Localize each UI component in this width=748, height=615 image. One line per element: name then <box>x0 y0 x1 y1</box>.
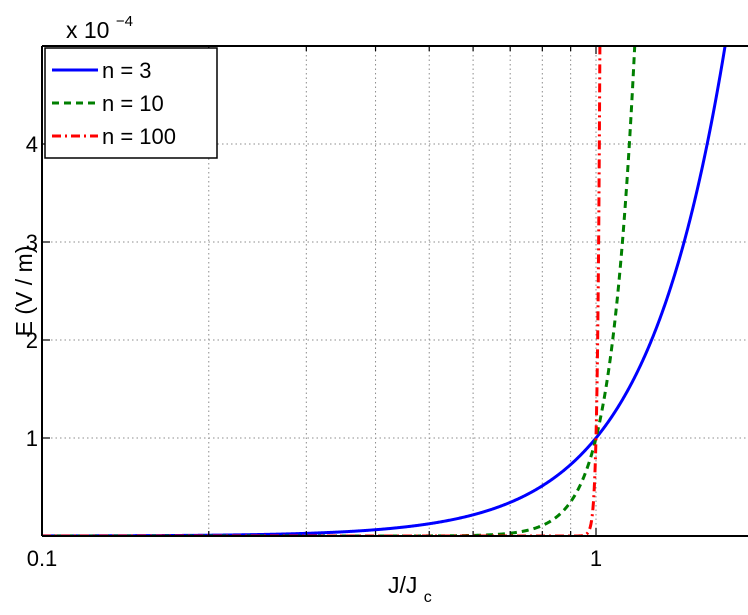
y-tick-label: 2 <box>26 328 38 353</box>
legend-label-n10: n = 10 <box>102 91 164 116</box>
x-axis-label: J/J c <box>388 572 432 606</box>
y-tick-label: 4 <box>26 132 38 157</box>
y-multiplier-base: x 10 <box>66 17 109 43</box>
series-line-n10 <box>42 46 637 536</box>
y-multiplier-exponent: −4 <box>116 13 133 30</box>
y-tick-label: 3 <box>26 230 38 255</box>
axes <box>41 45 748 537</box>
ticks: 1 2 3 4 0.1 1 <box>26 46 602 571</box>
y-axis-label: E (V / m) <box>11 246 37 337</box>
y-tick-label: 1 <box>26 426 38 451</box>
legend: n = 3 n = 10 n = 100 <box>44 47 218 159</box>
x-axis-label-main: J/J <box>388 572 417 598</box>
legend-label-n3: n = 3 <box>102 58 152 83</box>
legend-label-n100: n = 100 <box>102 124 176 149</box>
x-axis-label-subscript: c <box>424 589 432 606</box>
y-multiplier: x 10 −4 <box>66 13 133 43</box>
x-tick-label: 1 <box>590 546 602 571</box>
legend-box <box>44 47 218 159</box>
x-tick-label: 0.1 <box>27 546 58 571</box>
